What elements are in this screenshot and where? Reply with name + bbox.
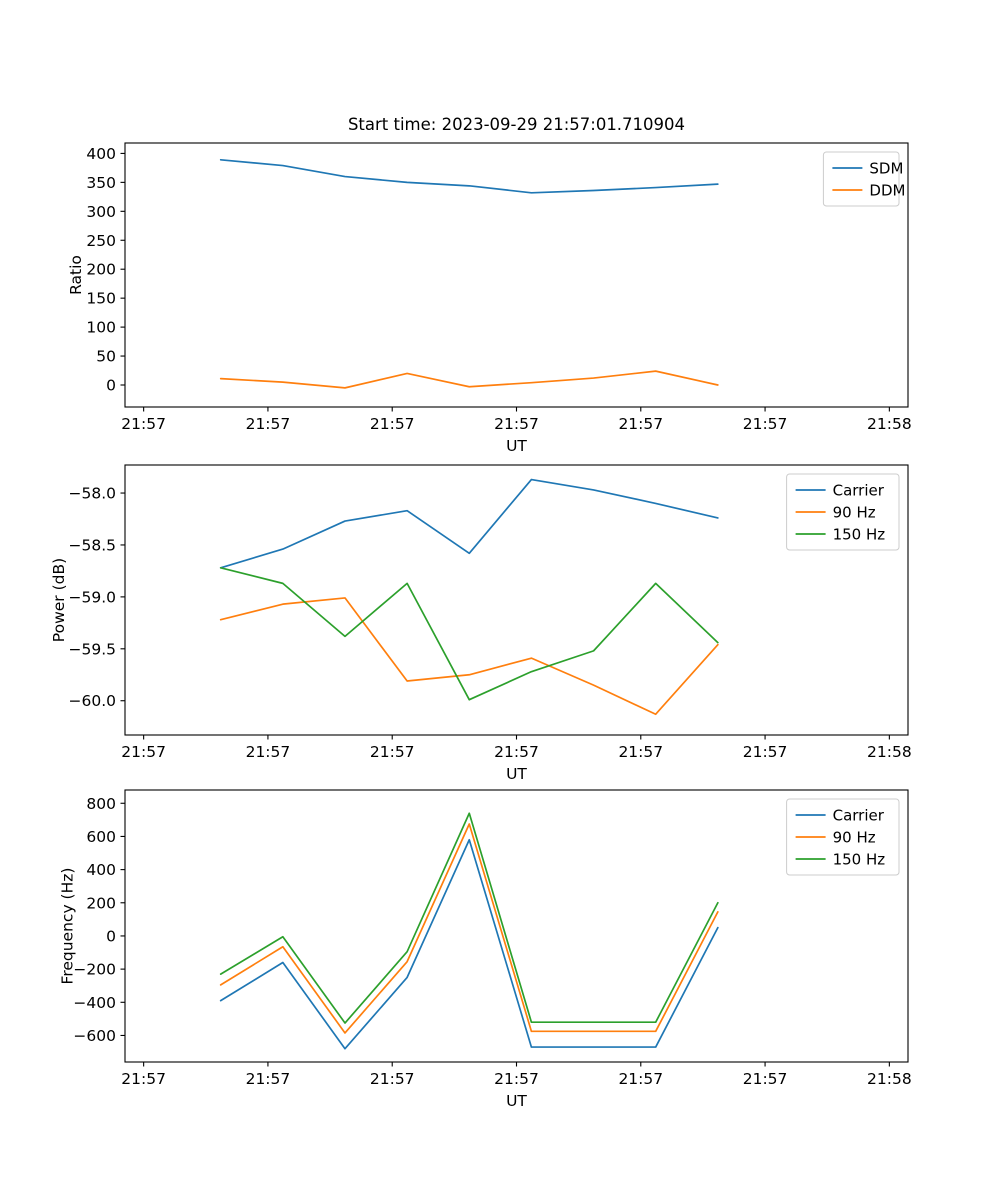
y-tick-label: 150 bbox=[86, 290, 116, 308]
y-tick-label: 0 bbox=[106, 927, 116, 945]
x-tick-label: 21:57 bbox=[246, 743, 291, 761]
x-tick-label: 21:57 bbox=[246, 415, 291, 433]
series-line-90-hz bbox=[219, 597, 719, 716]
legend-background bbox=[786, 798, 900, 876]
subplot-frequency: 21:57 21:57 21:57 21:57 21:57 21:57 21:58 UT −60… bbox=[0, 770, 1000, 1130]
x-tick-label: 21:57 bbox=[121, 415, 166, 433]
x-tick-label: 21:57 bbox=[743, 415, 788, 433]
y-tick-label: 300 bbox=[86, 203, 116, 221]
series-line-90-hz bbox=[219, 823, 719, 1034]
x-tick-label: 21:57 bbox=[494, 1070, 539, 1088]
y-tick-label: −58.5 bbox=[69, 536, 117, 554]
y-axis-label: Power (dB) bbox=[50, 558, 68, 642]
y-tick-label: 250 bbox=[86, 232, 116, 250]
x-tick-label: 21:58 bbox=[867, 415, 912, 433]
y-tick-label: 600 bbox=[86, 828, 116, 846]
x-tick-label: 21:57 bbox=[246, 1070, 291, 1088]
y-tick-label: −59.5 bbox=[69, 640, 117, 658]
legend-label-90-hz: 90 Hz bbox=[833, 829, 876, 847]
x-tick-label: 21:58 bbox=[867, 1070, 912, 1088]
x-tick-label: 21:57 bbox=[121, 743, 166, 761]
y-tick-label: 800 bbox=[86, 795, 116, 813]
y-tick-label: 400 bbox=[86, 861, 116, 879]
power-chart-svg: 21:57 21:57 21:57 21:57 21:57 21:57 21:58 UT −58… bbox=[50, 464, 912, 780]
y-tick-label: 200 bbox=[86, 261, 116, 279]
y-tick-label: 200 bbox=[86, 894, 116, 912]
y-tick-label: −400 bbox=[73, 994, 116, 1012]
series-line-ddm bbox=[219, 370, 719, 389]
x-tick-label: 21:57 bbox=[743, 1070, 788, 1088]
legend-background bbox=[822, 151, 900, 207]
legend-label-carrier: Carrier bbox=[833, 482, 885, 500]
x-tick-label: 21:57 bbox=[618, 1070, 663, 1088]
y-tick-label: 0 bbox=[106, 377, 116, 395]
legend-label-sdm: SDM bbox=[869, 160, 903, 178]
series-line-150-hz bbox=[219, 812, 719, 1024]
series-line-carrier bbox=[219, 478, 719, 569]
legend-label-150-hz: 150 Hz bbox=[833, 851, 886, 869]
y-tick-label: −60.0 bbox=[69, 692, 117, 710]
series-line-sdm bbox=[219, 158, 719, 194]
y-tick-label: 400 bbox=[86, 145, 116, 163]
legend-label-90-hz: 90 Hz bbox=[833, 504, 876, 522]
figure-title: Start time: 2023-09-29 21:57:01.710904 bbox=[348, 115, 685, 134]
y-tick-label: −59.0 bbox=[69, 588, 117, 606]
y-tick-label: 100 bbox=[86, 319, 116, 337]
x-tick-label: 21:58 bbox=[867, 743, 912, 761]
x-axis-label: UT bbox=[506, 765, 527, 780]
x-tick-label: 21:57 bbox=[743, 743, 788, 761]
series-line-carrier bbox=[219, 838, 719, 1050]
legend-label-150-hz: 150 Hz bbox=[833, 526, 886, 544]
legend-label-ddm: DDM bbox=[869, 182, 905, 200]
x-axis-label: UT bbox=[506, 1092, 527, 1110]
y-axis-label: Frequency (Hz) bbox=[59, 868, 77, 985]
x-tick-label: 21:57 bbox=[370, 1070, 415, 1088]
x-tick-label: 21:57 bbox=[618, 743, 663, 761]
x-tick-label: 21:57 bbox=[370, 415, 415, 433]
y-tick-label: 350 bbox=[86, 174, 116, 192]
subplot-power: 21:57 21:57 21:57 21:57 21:57 21:57 21:58 UT −58… bbox=[0, 440, 1000, 780]
x-tick-label: 21:57 bbox=[494, 415, 539, 433]
series-line-150-hz bbox=[219, 566, 719, 701]
legend: SDM DDM bbox=[822, 151, 905, 207]
y-tick-label: −58.0 bbox=[69, 485, 117, 503]
x-tick-label: 21:57 bbox=[618, 415, 663, 433]
y-axis-label: Ratio bbox=[67, 255, 85, 295]
x-tick-label: 21:57 bbox=[370, 743, 415, 761]
subplot-ratio: Start time: 2023-09-29 21:57:01.710904 21… bbox=[0, 110, 1000, 455]
legend-background bbox=[786, 473, 900, 551]
y-tick-label: −200 bbox=[73, 961, 116, 979]
x-tick-label: 21:57 bbox=[121, 1070, 166, 1088]
legend: Carrier 90 Hz 150 Hz bbox=[786, 798, 900, 876]
y-tick-label: 50 bbox=[96, 348, 116, 366]
legend-label-carrier: Carrier bbox=[833, 807, 885, 825]
x-axis-label: UT bbox=[506, 437, 527, 455]
y-tick-label: −600 bbox=[73, 1027, 116, 1045]
frequency-chart-svg: 21:57 21:57 21:57 21:57 21:57 21:57 21:58 UT −60… bbox=[59, 789, 912, 1110]
ratio-chart-svg: Start time: 2023-09-29 21:57:01.710904 21… bbox=[67, 115, 912, 455]
x-tick-label: 21:57 bbox=[494, 743, 539, 761]
legend: Carrier 90 Hz 150 Hz bbox=[786, 473, 900, 551]
axes-frame bbox=[124, 142, 909, 408]
